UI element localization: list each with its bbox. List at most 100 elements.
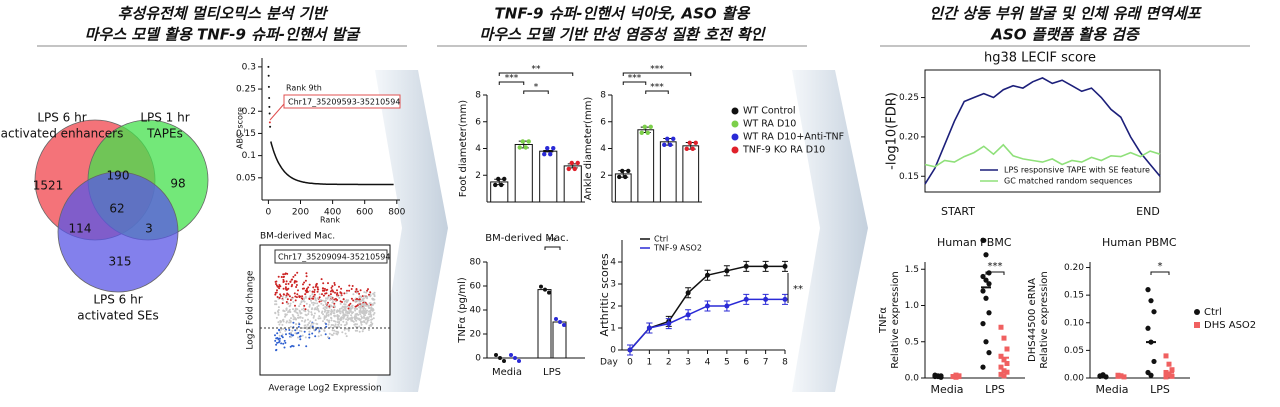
- ma-dot: [287, 282, 290, 285]
- ma-dot: [304, 319, 307, 322]
- ma-dot: [356, 304, 359, 307]
- rank-curve: [270, 141, 394, 186]
- y-axis-label: ABC_score: [236, 107, 245, 149]
- ma-dot: [304, 293, 307, 296]
- ma-dot: [358, 330, 361, 333]
- ma-dot: [288, 321, 291, 324]
- point: [763, 296, 769, 302]
- ma-dot: [308, 298, 311, 300]
- ma-dot: [339, 312, 342, 315]
- ma-dot: [300, 312, 303, 315]
- ma-dot: [316, 297, 319, 300]
- ma-dot: [286, 320, 288, 323]
- ma-dot: [332, 290, 335, 293]
- ma-dot: [322, 282, 325, 285]
- y-tick-label: 6: [475, 117, 481, 127]
- ma-dot: [351, 304, 354, 307]
- dot: [520, 139, 525, 144]
- y-axis-label: TNFα (pg/ml): [457, 277, 468, 344]
- ma-dot: [347, 307, 350, 310]
- ma-dot: [282, 276, 285, 278]
- ma-dot: [361, 299, 364, 302]
- point: [980, 321, 986, 327]
- ma-dot: [342, 298, 345, 301]
- ma-dot: [283, 310, 286, 313]
- ma-dot: [338, 325, 341, 328]
- y-tick-label: 0.15: [1064, 291, 1084, 301]
- ma-dot: [297, 344, 300, 347]
- dot: [645, 130, 650, 135]
- ma-dot: [285, 280, 288, 283]
- ma-dot: [299, 316, 302, 319]
- x-tick-label: LPS: [543, 367, 561, 378]
- ma-dot: [295, 323, 297, 326]
- ma-dot: [327, 323, 330, 326]
- ma-dot: [277, 275, 280, 278]
- ma-dot: [329, 298, 332, 301]
- ma-dot: [290, 317, 292, 320]
- significance: ***: [650, 83, 664, 93]
- ma-dot: [276, 337, 279, 339]
- bar: [659, 141, 677, 203]
- point: [1001, 335, 1007, 341]
- ma-dot: [357, 313, 360, 316]
- panel-title: BM-derived Mac.: [260, 232, 335, 242]
- ma-dot: [324, 333, 327, 336]
- ma-dot: [352, 293, 355, 296]
- ma-dot: [327, 313, 330, 316]
- ma-dot: [369, 309, 372, 312]
- dot: [626, 168, 631, 174]
- legend-label: LPS responsive TAPE with SE feature: [1004, 166, 1150, 175]
- ma-dot: [351, 306, 354, 309]
- ma-dot: [357, 302, 360, 305]
- ma-dot: [343, 313, 345, 316]
- ma-dot: [323, 287, 326, 290]
- ma-dot: [333, 308, 336, 311]
- ma-dot: [316, 302, 319, 305]
- ma-dot: [285, 294, 288, 297]
- y-tick-label: 0.25: [236, 85, 256, 95]
- set-label: LPS 6 hr: [37, 111, 86, 125]
- ma-dot: [293, 281, 296, 284]
- ma-dot: [333, 329, 336, 332]
- point: [986, 310, 992, 316]
- ma-dot: [308, 336, 311, 339]
- ma-dot: [294, 307, 297, 310]
- y-tick-label: 2: [475, 171, 481, 181]
- ma-dot: [280, 328, 283, 331]
- ma-dot: [365, 317, 367, 320]
- ma-dot: [297, 336, 299, 339]
- ma-dot: [368, 329, 370, 331]
- ma-dot: [337, 318, 339, 321]
- ma-dot: [354, 300, 357, 302]
- y-tick-label: 0.0: [905, 374, 920, 384]
- ma-dot: [350, 319, 353, 321]
- ma-dot: [277, 313, 280, 316]
- point: [646, 325, 652, 331]
- ma-dot: [281, 302, 284, 305]
- ma-dot: [304, 308, 307, 311]
- ma-dot: [291, 329, 294, 332]
- ma-dot: [303, 304, 306, 307]
- bracket: [622, 81, 647, 85]
- ma-dot: [358, 309, 361, 312]
- ma-dot: [314, 302, 316, 305]
- region-label: Chr17_35209094-35210594: [278, 253, 390, 262]
- ma-dot: [330, 319, 333, 322]
- ma-dot: [358, 318, 360, 321]
- ma-dot: [277, 285, 280, 288]
- ma-dot: [275, 280, 278, 283]
- y-tick-label: 4: [610, 258, 616, 268]
- bracket: [498, 81, 525, 85]
- rank-dot: [267, 85, 270, 88]
- dot: [662, 142, 667, 148]
- set-label: LPS 6 hr: [93, 293, 142, 307]
- y-tick-label: 20: [470, 330, 482, 340]
- ma-dot: [345, 299, 348, 302]
- ma-dot: [356, 323, 358, 326]
- ma-dot: [330, 310, 333, 313]
- ma-dot: [333, 302, 336, 305]
- ma-dot: [361, 316, 363, 319]
- ma-dot: [327, 336, 329, 339]
- y-tick-label: 0.3: [242, 62, 256, 72]
